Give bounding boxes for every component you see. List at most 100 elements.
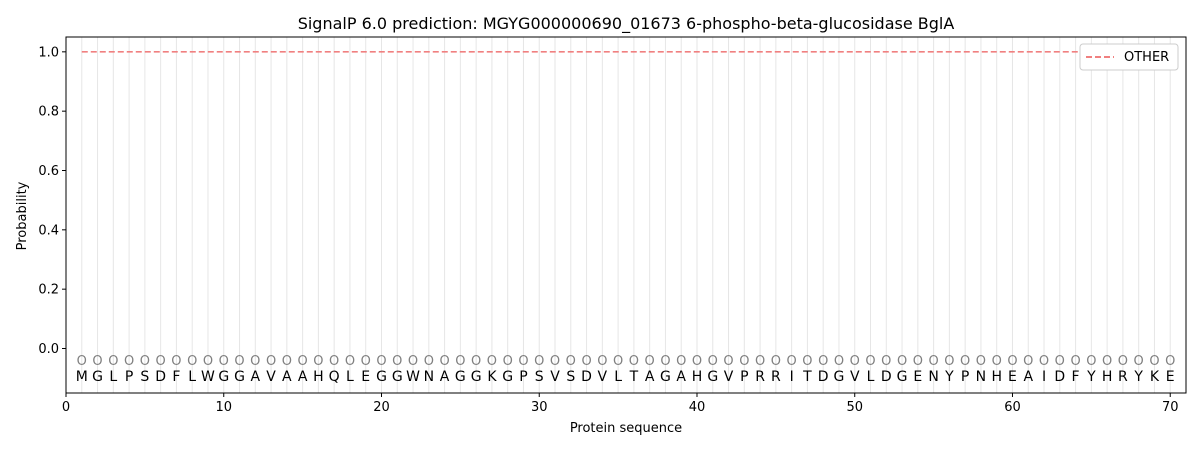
sequence-letter: G (92, 369, 103, 385)
prediction-marker: O (1055, 354, 1065, 369)
prediction-marker: O (1023, 354, 1033, 369)
prediction-marker: O (976, 354, 986, 369)
x-tick-label: 60 (1004, 400, 1021, 415)
prediction-marker: O (787, 354, 797, 369)
x-tick-label: 40 (689, 400, 706, 415)
x-axis-ticks: 0 10 20 30 40 50 60 70 (62, 393, 1179, 415)
prediction-marker: O (802, 354, 812, 369)
prediction-marker: O (1165, 354, 1175, 369)
prediction-marker: O (439, 354, 449, 369)
sequence-letter: D (155, 369, 166, 385)
prediction-marker: O (77, 354, 87, 369)
sequence-letter: R (771, 369, 781, 385)
sequence-letter: V (266, 369, 276, 385)
prediction-marker: O (471, 354, 481, 369)
x-tick-label: 70 (1162, 400, 1179, 415)
prediction-marker: O (187, 354, 197, 369)
sequence-letter: H (313, 369, 324, 385)
sequence-letter: G (897, 369, 908, 385)
sequence-letter: A (676, 369, 686, 385)
x-tick-label: 20 (373, 400, 390, 415)
sequence-letter: E (1008, 369, 1017, 385)
sequence-letter: D (881, 369, 892, 385)
prediction-marker: O (1102, 354, 1112, 369)
x-axis-label: Protein sequence (570, 421, 682, 436)
x-tick-label: 10 (215, 400, 232, 415)
prediction-marker: O (108, 354, 118, 369)
sequence-letter: V (724, 369, 734, 385)
prediction-marker: O (329, 354, 339, 369)
prediction-marker: O (1039, 354, 1049, 369)
prediction-marker: O (1070, 354, 1080, 369)
sequence-letter: V (598, 369, 608, 385)
sequence-letter: D (581, 369, 592, 385)
prediction-marker: O (581, 354, 591, 369)
sequence-letter: L (188, 369, 196, 385)
sequence-letter: M (76, 369, 88, 385)
sequence-letter: G (502, 369, 513, 385)
sequence-letter: A (282, 369, 292, 385)
sequence-letter: I (790, 369, 794, 385)
y-axis-label: Probability (15, 181, 30, 250)
prediction-marker: O (487, 354, 497, 369)
prediction-marker: O (1118, 354, 1128, 369)
sequence-letter: T (802, 369, 812, 385)
prediction-marker: O (692, 354, 702, 369)
x-tick-label: 0 (62, 400, 70, 415)
sequence-letter: Y (944, 369, 954, 385)
prediction-marker: O (566, 354, 576, 369)
sequence-letter: Q (329, 369, 340, 385)
prediction-marker: O (1134, 354, 1144, 369)
prediction-marker: O (597, 354, 607, 369)
prediction-marker: O (219, 354, 229, 369)
prediction-marker: O (424, 354, 434, 369)
prediction-marker: O (250, 354, 260, 369)
prediction-marker: O (203, 354, 213, 369)
sequence-letter: R (1118, 369, 1128, 385)
prediction-marker: O (298, 354, 308, 369)
prediction-marker: O (850, 354, 860, 369)
sequence-letter: G (455, 369, 466, 385)
prediction-marker: O (960, 354, 970, 369)
sequence-letter: P (519, 369, 527, 385)
sequence-letter: G (376, 369, 387, 385)
sequence-letter: L (109, 369, 117, 385)
sequence-letter: E (361, 369, 370, 385)
prediction-marker: O (676, 354, 686, 369)
prediction-marker: O (282, 354, 292, 369)
prediction-marker: O (739, 354, 749, 369)
prediction-marker: O (345, 354, 355, 369)
prediction-marker: O (392, 354, 402, 369)
sequence-letter: F (1072, 369, 1080, 385)
sequence-letter: D (1054, 369, 1065, 385)
prediction-marker: O (455, 354, 465, 369)
legend-box (1079, 43, 1179, 71)
sequence-letter: S (140, 369, 149, 385)
prediction-marker: O (92, 354, 102, 369)
prediction-marker: O (818, 354, 828, 369)
sequence-letter: G (392, 369, 403, 385)
sequence-letter: I (1042, 369, 1046, 385)
prediction-marker: O (755, 354, 765, 369)
sequence-letter: G (234, 369, 245, 385)
prediction-marker: O (944, 354, 954, 369)
prediction-marker: O (234, 354, 244, 369)
sequence-letter: G (660, 369, 671, 385)
sequence-letter: L (346, 369, 354, 385)
sequence-letter: A (440, 369, 450, 385)
grid-lines (81, 37, 1171, 393)
prediction-marker: O (171, 354, 181, 369)
y-axis-ticks: 0.0 0.2 0.4 0.6 0.8 1.0 (38, 45, 66, 357)
sequence-letter: N (424, 369, 434, 385)
y-tick-label: 0.0 (38, 342, 59, 357)
sequence-letter: A (251, 369, 261, 385)
prediction-marker: O (913, 354, 923, 369)
sequence-letter: A (1023, 369, 1033, 385)
prediction-marker: O (928, 354, 938, 369)
sequence-letter: D (818, 369, 829, 385)
sequence-letter: H (1102, 369, 1113, 385)
x-tick-label: 50 (846, 400, 863, 415)
sequence-letter: N (976, 369, 986, 385)
y-tick-label: 0.8 (38, 105, 59, 120)
